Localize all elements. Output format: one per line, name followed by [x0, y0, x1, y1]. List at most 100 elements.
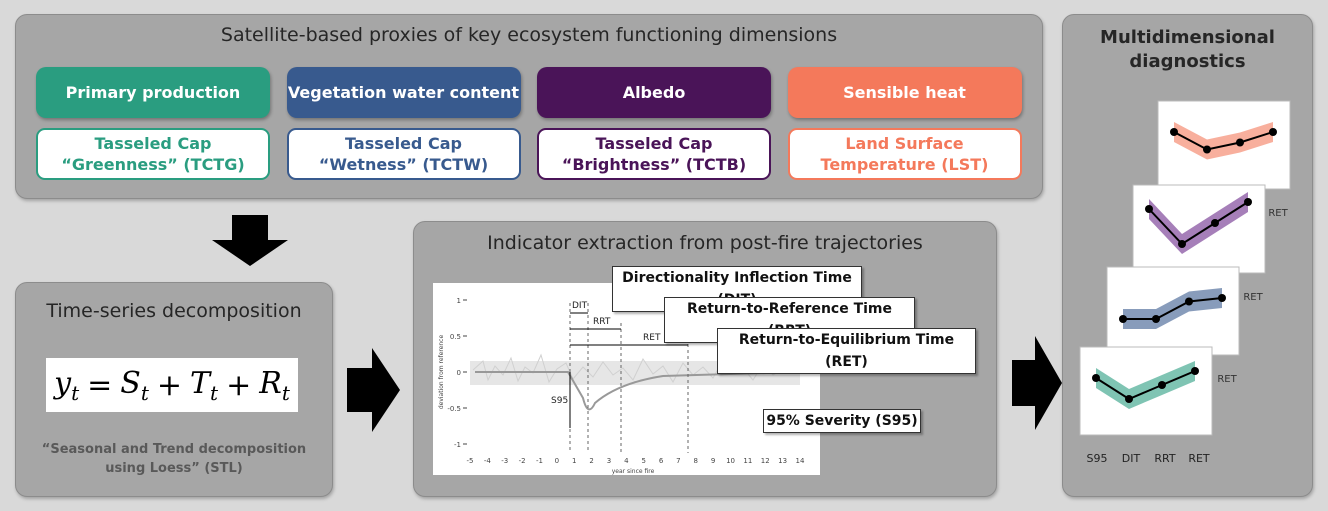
- x-tick-label: -5: [467, 457, 474, 465]
- axis-label: RRT: [1154, 452, 1175, 465]
- axis-label: DIT: [1122, 452, 1141, 465]
- equation: yt = St + Tt + Rt: [46, 358, 298, 412]
- panel-title: Multidimensional diagnostics: [1100, 27, 1275, 72]
- mini-dot: [1145, 205, 1153, 213]
- x-tick-label: 12: [761, 457, 770, 465]
- x-tick-label: -1: [536, 457, 543, 465]
- term-subscript: t: [71, 380, 80, 405]
- mini-dot: [1170, 128, 1178, 136]
- term-base: T: [190, 365, 211, 401]
- x-tick-label: 4: [624, 457, 629, 465]
- proxy-line: “Greenness” (TCTG): [61, 155, 245, 174]
- term: St: [120, 366, 149, 405]
- mini-band: [1149, 192, 1248, 254]
- proxy-line: Tasseled Cap: [94, 134, 212, 153]
- y-tick-label: 1: [457, 297, 461, 305]
- term: yt: [54, 366, 79, 405]
- mini-chart: RET: [1132, 184, 1266, 303]
- x-tick-label: 7: [676, 457, 680, 465]
- x-tick-label: 8: [694, 457, 698, 465]
- operator: +: [156, 367, 183, 403]
- axis-label: S95: [1087, 452, 1108, 465]
- mini-dot: [1244, 198, 1252, 206]
- proxy-line: Tasseled Cap: [345, 134, 462, 153]
- proxy-box: Tasseled Cap “Brightness” (TCTB): [537, 128, 771, 180]
- mini-dot: [1269, 128, 1277, 136]
- mini-dot: [1203, 145, 1211, 154]
- panel-title: Satellite-based proxies of key ecosystem…: [220, 24, 838, 46]
- indicator-label: 95% Severity (S95): [763, 409, 921, 433]
- mini-dot: [1218, 294, 1226, 302]
- term-base: R: [259, 365, 282, 401]
- mini-chart: [1079, 346, 1213, 436]
- dimension-header: Albedo: [537, 67, 771, 118]
- x-axis-label: year since fire: [612, 468, 655, 475]
- trajectory: [475, 371, 799, 411]
- x-tick-label: 3: [607, 457, 611, 465]
- mini-band: [1096, 361, 1195, 409]
- mini-dot: [1119, 315, 1127, 323]
- indicator-label: Directionality Inflection Time (DIT): [612, 266, 862, 312]
- indicator-label: Return-to-Equilibrium Time (RET): [717, 328, 976, 374]
- annotation: DIT: [572, 301, 588, 311]
- y-tick-label: 0: [457, 369, 461, 377]
- annotation: S95: [551, 396, 568, 406]
- term-subscript: t: [210, 380, 219, 405]
- mini-dot: [1178, 240, 1186, 248]
- x-tick-label: 13: [778, 457, 787, 465]
- proxy-box: Tasseled Cap “Wetness” (TCTW): [286, 128, 521, 180]
- mini-line: [1148, 201, 1249, 246]
- annotation: RET: [643, 333, 661, 343]
- proxy-line: “Wetness” (TCTW): [318, 155, 489, 174]
- y-tick-label: 0.5: [450, 333, 461, 341]
- mini-line: [1123, 297, 1223, 320]
- mini-dot: [1191, 367, 1199, 375]
- mini-line: [1173, 131, 1274, 151]
- axis-label: RET: [1188, 452, 1210, 465]
- term: Tt: [190, 366, 218, 405]
- term-base: y: [54, 365, 72, 401]
- x-tick-label: 6: [659, 457, 664, 465]
- mini-dot: [1092, 374, 1100, 382]
- x-tick-label: -3: [501, 457, 508, 465]
- y-axis-label: deviation from reference: [438, 335, 445, 410]
- panel-title: Time-series decomposition: [46, 300, 302, 322]
- x-tick-label: 11: [743, 457, 752, 465]
- proxy-box: Land Surface Temperature (LST): [787, 128, 1022, 180]
- proxy-line: Tasseled Cap: [595, 134, 713, 153]
- mini-axis-label: RET: [1268, 208, 1288, 219]
- mini-dot: [1236, 138, 1244, 147]
- dimension-header: Sensible heat: [787, 67, 1022, 118]
- interval-arrows: [569, 312, 688, 428]
- mini-chart: RET: [1157, 100, 1291, 219]
- mini-line: [1095, 370, 1196, 401]
- term-subscript: t: [281, 380, 290, 405]
- x-tick-label: -2: [519, 457, 526, 465]
- term: Rt: [259, 366, 290, 405]
- mini-band: [1174, 122, 1273, 160]
- x-tick-label: 10: [726, 457, 735, 465]
- mini-dot: [1152, 315, 1160, 323]
- x-tick-label: -4: [484, 457, 492, 465]
- x-tick-label: 9: [711, 457, 715, 465]
- x-tick-label: 14: [796, 457, 805, 465]
- arrow-down: [212, 215, 288, 266]
- dimension-header: Vegetation water content: [286, 67, 521, 118]
- mini-dot: [1211, 219, 1219, 227]
- operator: +: [226, 367, 252, 403]
- mini-axis-label: RET: [1217, 374, 1237, 385]
- operator: =: [87, 367, 113, 403]
- y-tick-label: -1: [454, 441, 461, 449]
- mini-dot: [1125, 395, 1133, 403]
- dimension-header: Primary production: [36, 67, 270, 118]
- mini-dot: [1185, 297, 1193, 306]
- mini-axis-label: RET: [1243, 292, 1263, 303]
- x-tick-label: 1: [572, 457, 576, 465]
- annotation: RRT: [593, 317, 611, 327]
- term-subscript: t: [140, 380, 149, 405]
- x-tick-label: 2: [589, 457, 593, 465]
- mini-dot: [1158, 381, 1166, 389]
- term-base: S: [120, 365, 141, 401]
